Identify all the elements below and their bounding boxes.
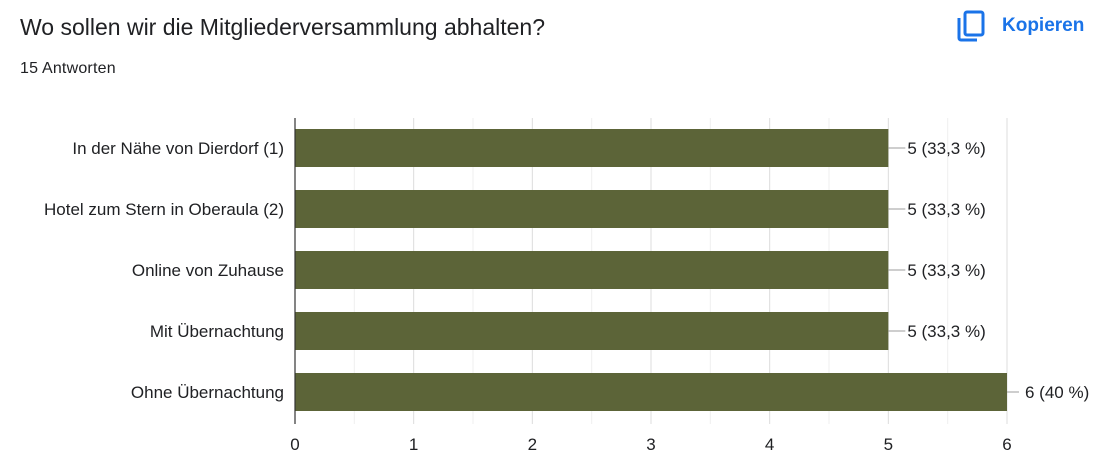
value-label: 6 (40 %) [1025,383,1089,402]
value-label: 5 (33,3 %) [907,200,985,219]
value-label: 5 (33,3 %) [907,322,985,341]
question-title: Wo sollen wir die Mitgliederversammlung … [20,14,545,40]
x-tick-label: 6 [1002,435,1011,454]
category-label: Hotel zum Stern in Oberaula (2) [44,200,284,219]
x-tick-label: 1 [409,435,418,454]
category-label: In der Nähe von Dierdorf (1) [72,139,284,158]
bar [295,312,889,350]
category-label: Online von Zuhause [132,261,284,280]
category-label: Mit Übernachtung [150,322,284,341]
category-label: Ohne Übernachtung [131,383,284,402]
copy-button[interactable]: Kopieren [956,8,1084,44]
copy-label: Kopieren [1002,15,1085,36]
bar [295,190,889,228]
bar [295,373,1007,411]
x-tick-label: 3 [646,435,655,454]
response-count: 15 Antworten [20,60,116,77]
value-label: 5 (33,3 %) [907,261,985,280]
value-label: 5 (33,3 %) [907,139,985,158]
bar [295,251,889,289]
x-tick-label: 5 [884,435,893,454]
x-tick-label: 0 [290,435,299,454]
bar [295,129,889,167]
x-tick-label: 4 [765,435,774,454]
x-tick-label: 2 [528,435,537,454]
copy-icon [957,10,985,42]
